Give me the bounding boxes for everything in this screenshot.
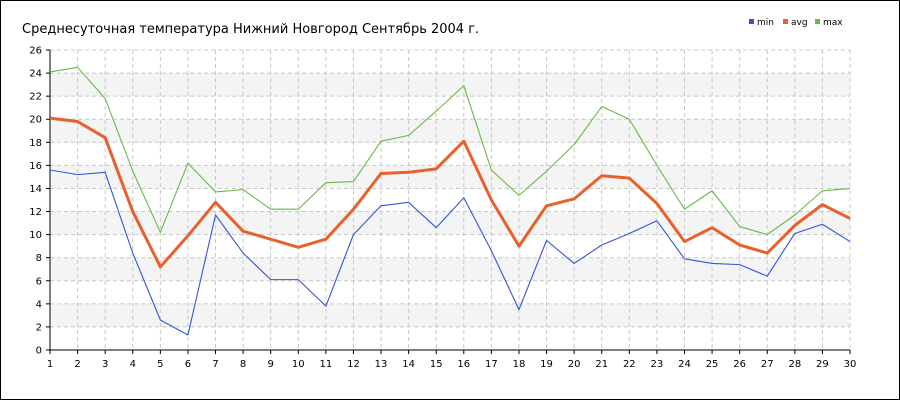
x-tick-label: 7	[212, 359, 218, 370]
series-line-min	[49, 169, 851, 336]
x-tick-label: 23	[651, 359, 664, 370]
x-tick-label: 10	[292, 359, 305, 370]
y-tick-label: 10	[29, 230, 42, 241]
x-tick-label: 25	[706, 359, 719, 370]
y-tick-label: 22	[29, 92, 42, 103]
x-tick-label: 18	[513, 359, 526, 370]
y-tick-label: 16	[29, 161, 42, 172]
legend-label: max	[823, 18, 843, 28]
legend-swatch	[749, 19, 754, 24]
grid-band	[50, 211, 850, 235]
x-tick-label: 15	[430, 359, 443, 370]
legend-item-max: max	[815, 18, 843, 28]
y-tick-label: 8	[36, 253, 42, 264]
y-tick-label: 2	[36, 322, 42, 333]
x-tick-label: 5	[157, 359, 163, 370]
y-tick-label: 18	[29, 138, 42, 149]
y-tick-label: 4	[36, 299, 42, 310]
x-tick-label: 21	[595, 359, 608, 370]
y-tick-label: 26	[29, 46, 42, 57]
legend-label: avg	[791, 18, 808, 28]
grid-band	[50, 73, 850, 97]
legend: min avg max	[749, 18, 843, 28]
x-tick-label: 12	[347, 359, 360, 370]
x-tick-label: 14	[402, 359, 415, 370]
y-tick-label: 24	[29, 69, 42, 80]
x-tick-label: 22	[623, 359, 636, 370]
chart-title: Среднесуточная температура Нижний Новгор…	[22, 22, 479, 37]
x-tick-label: 19	[540, 359, 553, 370]
y-tick-label: 0	[36, 346, 42, 357]
legend-item-avg: avg	[783, 18, 808, 28]
x-tick-label: 29	[816, 359, 829, 370]
grid-band	[50, 303, 850, 327]
x-tick-label: 30	[844, 359, 857, 370]
x-tick-label: 1	[47, 359, 53, 370]
grid-band	[50, 119, 850, 143]
x-tick-label: 6	[185, 359, 191, 370]
grid-band	[50, 257, 850, 281]
legend-swatch	[783, 19, 788, 24]
legend-swatch	[815, 19, 820, 24]
y-tick-label: 20	[29, 115, 42, 126]
y-tick-label: 12	[29, 207, 42, 218]
y-tick-label: 14	[29, 184, 42, 195]
x-tick-label: 28	[788, 359, 801, 370]
series-line-avg	[49, 116, 851, 269]
x-tick-label: 8	[240, 359, 246, 370]
x-tick-label: 9	[268, 359, 274, 370]
grid-band	[50, 165, 850, 189]
legend-label: min	[757, 18, 774, 28]
x-tick-label: 3	[102, 359, 108, 370]
series-line-max	[49, 66, 851, 236]
x-tick-label: 24	[678, 359, 691, 370]
legend-item-min: min	[749, 18, 774, 28]
y-tick-label: 6	[36, 276, 42, 287]
x-tick-label: 26	[733, 359, 746, 370]
x-tick-label: 13	[375, 359, 388, 370]
x-tick-label: 17	[485, 359, 498, 370]
x-tick-label: 4	[130, 359, 136, 370]
x-tick-label: 16	[457, 359, 470, 370]
x-tick-label: 2	[74, 359, 80, 370]
x-tick-label: 11	[319, 359, 332, 370]
x-tick-label: 27	[761, 359, 774, 370]
x-tick-label: 20	[568, 359, 581, 370]
